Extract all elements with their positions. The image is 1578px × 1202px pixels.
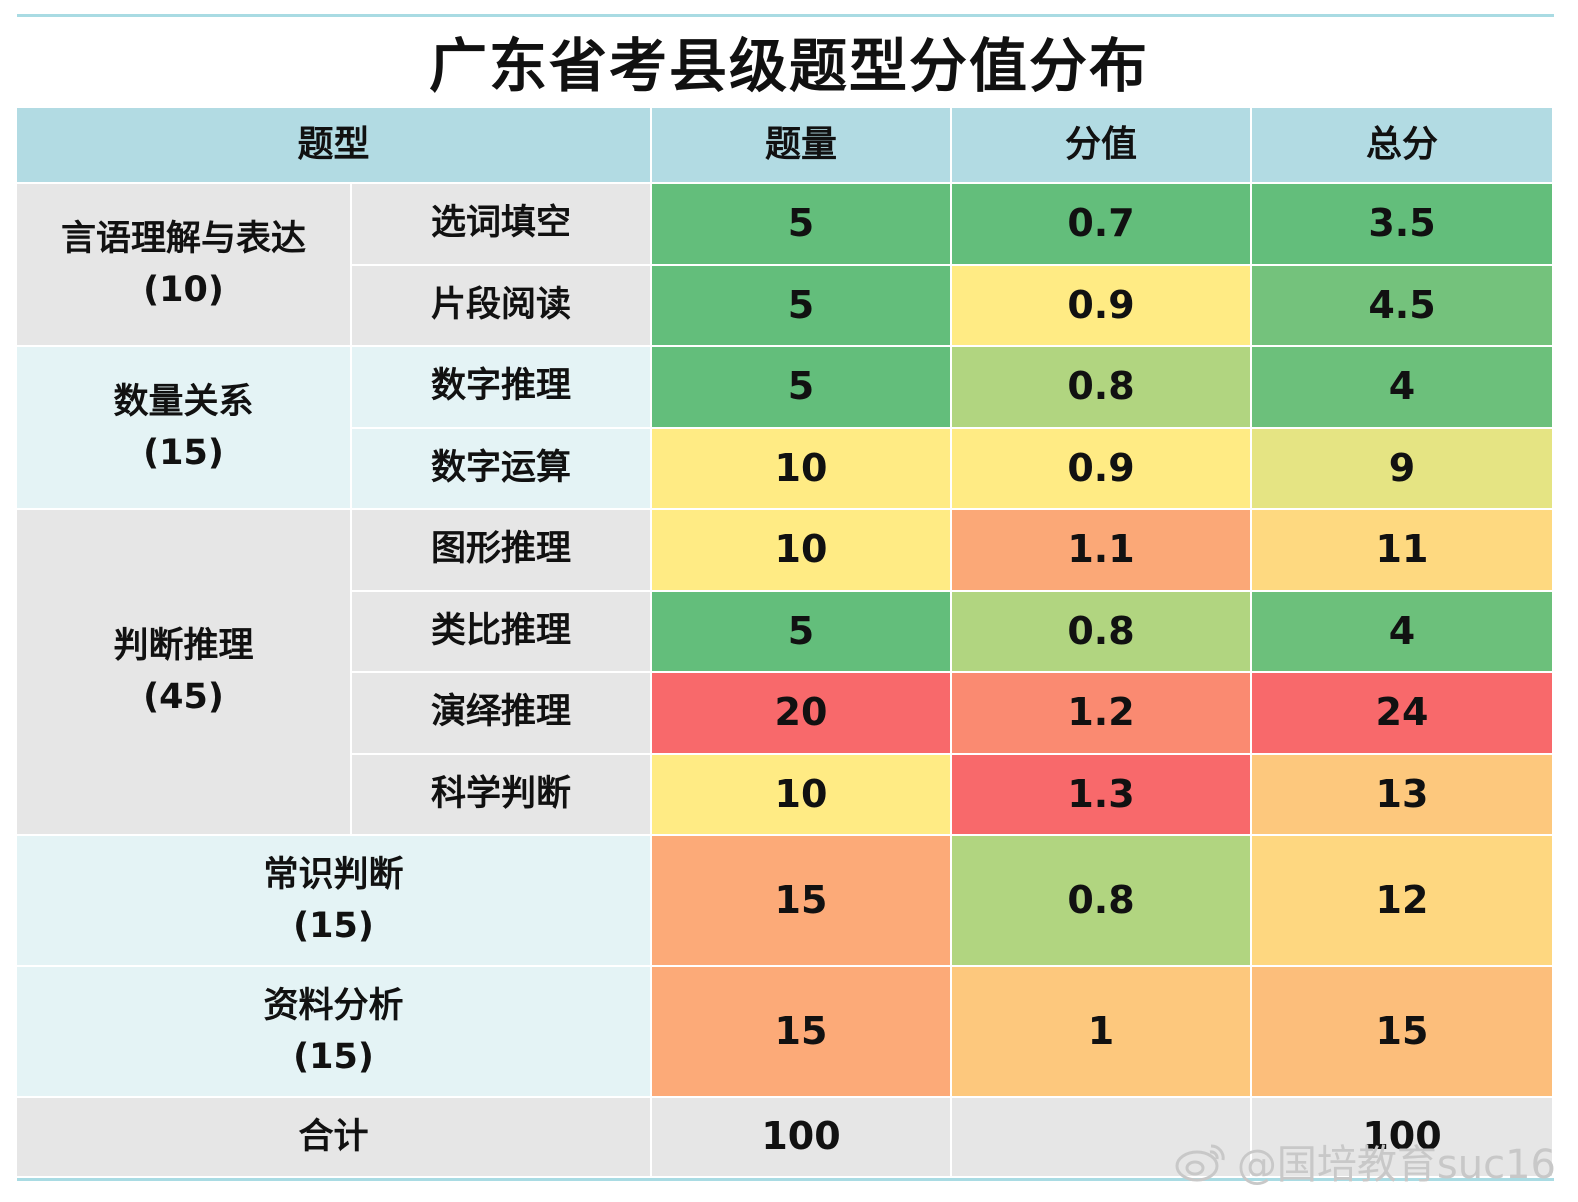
group-count: (15) xyxy=(293,905,374,946)
count-cell: 15 xyxy=(652,836,952,967)
watermark: @国培教育suc16 xyxy=(1175,1132,1556,1190)
group-name: 数量关系 xyxy=(113,381,254,422)
value-cell: 0.8 xyxy=(952,591,1252,673)
value-cell: 1 xyxy=(952,967,1252,1098)
header-value: 分值 xyxy=(952,108,1252,184)
count-cell: 5 xyxy=(652,184,952,266)
item-label: 数字运算 xyxy=(352,428,652,510)
group-name: 言语理解与表达 xyxy=(60,218,306,259)
weibo-logo-icon xyxy=(1175,1144,1225,1182)
header-count: 题量 xyxy=(652,108,952,184)
value-cell: 1.3 xyxy=(952,754,1252,836)
value-cell: 0.7 xyxy=(952,184,1252,266)
total-cell: 3.5 xyxy=(1252,184,1554,266)
item-label: 科学判断 xyxy=(352,754,652,836)
total-cell: 4.5 xyxy=(1252,265,1554,347)
group-count: (45) xyxy=(143,677,224,717)
group-count: (15) xyxy=(143,432,224,473)
item-label: 选词填空 xyxy=(352,184,652,266)
page-title: 广东省考县级题型分值分布 xyxy=(428,32,1149,100)
count-cell: 5 xyxy=(652,347,952,429)
value-cell: 0.9 xyxy=(952,265,1252,347)
group-count: (15) xyxy=(293,1036,374,1077)
value-cell: 0.9 xyxy=(952,428,1252,510)
total-cell: 4 xyxy=(1252,591,1554,673)
watermark-text: @国培教育suc16 xyxy=(1236,1142,1556,1188)
count-cell: 10 xyxy=(652,510,952,592)
sum-label: 合计 xyxy=(17,1098,652,1178)
sum-count: 100 xyxy=(652,1098,952,1178)
count-cell: 10 xyxy=(652,428,952,510)
top-rule xyxy=(17,14,1554,17)
total-cell: 13 xyxy=(1252,754,1554,836)
group-quantitative: 数量关系 (15) xyxy=(17,347,352,510)
count-cell: 5 xyxy=(652,265,952,347)
group-verbal: 言语理解与表达 (10) xyxy=(17,184,352,347)
total-cell: 24 xyxy=(1252,673,1554,755)
group-name: 资料分析 xyxy=(263,985,404,1026)
total-cell: 4 xyxy=(1252,347,1554,429)
group-name: 判断推理 xyxy=(113,626,254,667)
item-label: 数字推理 xyxy=(352,347,652,429)
item-label: 演绎推理 xyxy=(352,673,652,755)
group-data-analysis: 资料分析 (15) xyxy=(17,967,652,1098)
group-common-sense: 常识判断 (15) xyxy=(17,836,652,967)
value-cell: 1.2 xyxy=(952,673,1252,755)
group-reasoning: 判断推理 (45) xyxy=(17,510,352,836)
count-cell: 20 xyxy=(652,673,952,755)
header-total: 总分 xyxy=(1252,108,1554,184)
value-cell: 0.8 xyxy=(952,836,1252,967)
group-name: 常识判断 xyxy=(263,854,404,895)
header-type: 题型 xyxy=(17,108,652,184)
value-cell: 0.8 xyxy=(952,347,1252,429)
total-cell: 15 xyxy=(1252,967,1554,1098)
count-cell: 5 xyxy=(652,591,952,673)
total-cell: 11 xyxy=(1252,510,1554,592)
total-cell: 12 xyxy=(1252,836,1554,967)
item-label: 类比推理 xyxy=(352,591,652,673)
item-label: 片段阅读 xyxy=(352,265,652,347)
total-cell: 9 xyxy=(1252,428,1554,510)
sum-total: 100 xyxy=(1252,1098,1554,1178)
score-table: 题型 题量 分值 总分 言语理解与表达 (10) 数量关系 (15) 判断推理 … xyxy=(17,108,1554,1178)
count-cell: 15 xyxy=(652,967,952,1098)
item-label: 图形推理 xyxy=(352,510,652,592)
count-cell: 10 xyxy=(652,754,952,836)
value-cell: 1.1 xyxy=(952,510,1252,592)
bottom-rule xyxy=(17,1178,1554,1181)
group-count: (10) xyxy=(143,269,224,310)
